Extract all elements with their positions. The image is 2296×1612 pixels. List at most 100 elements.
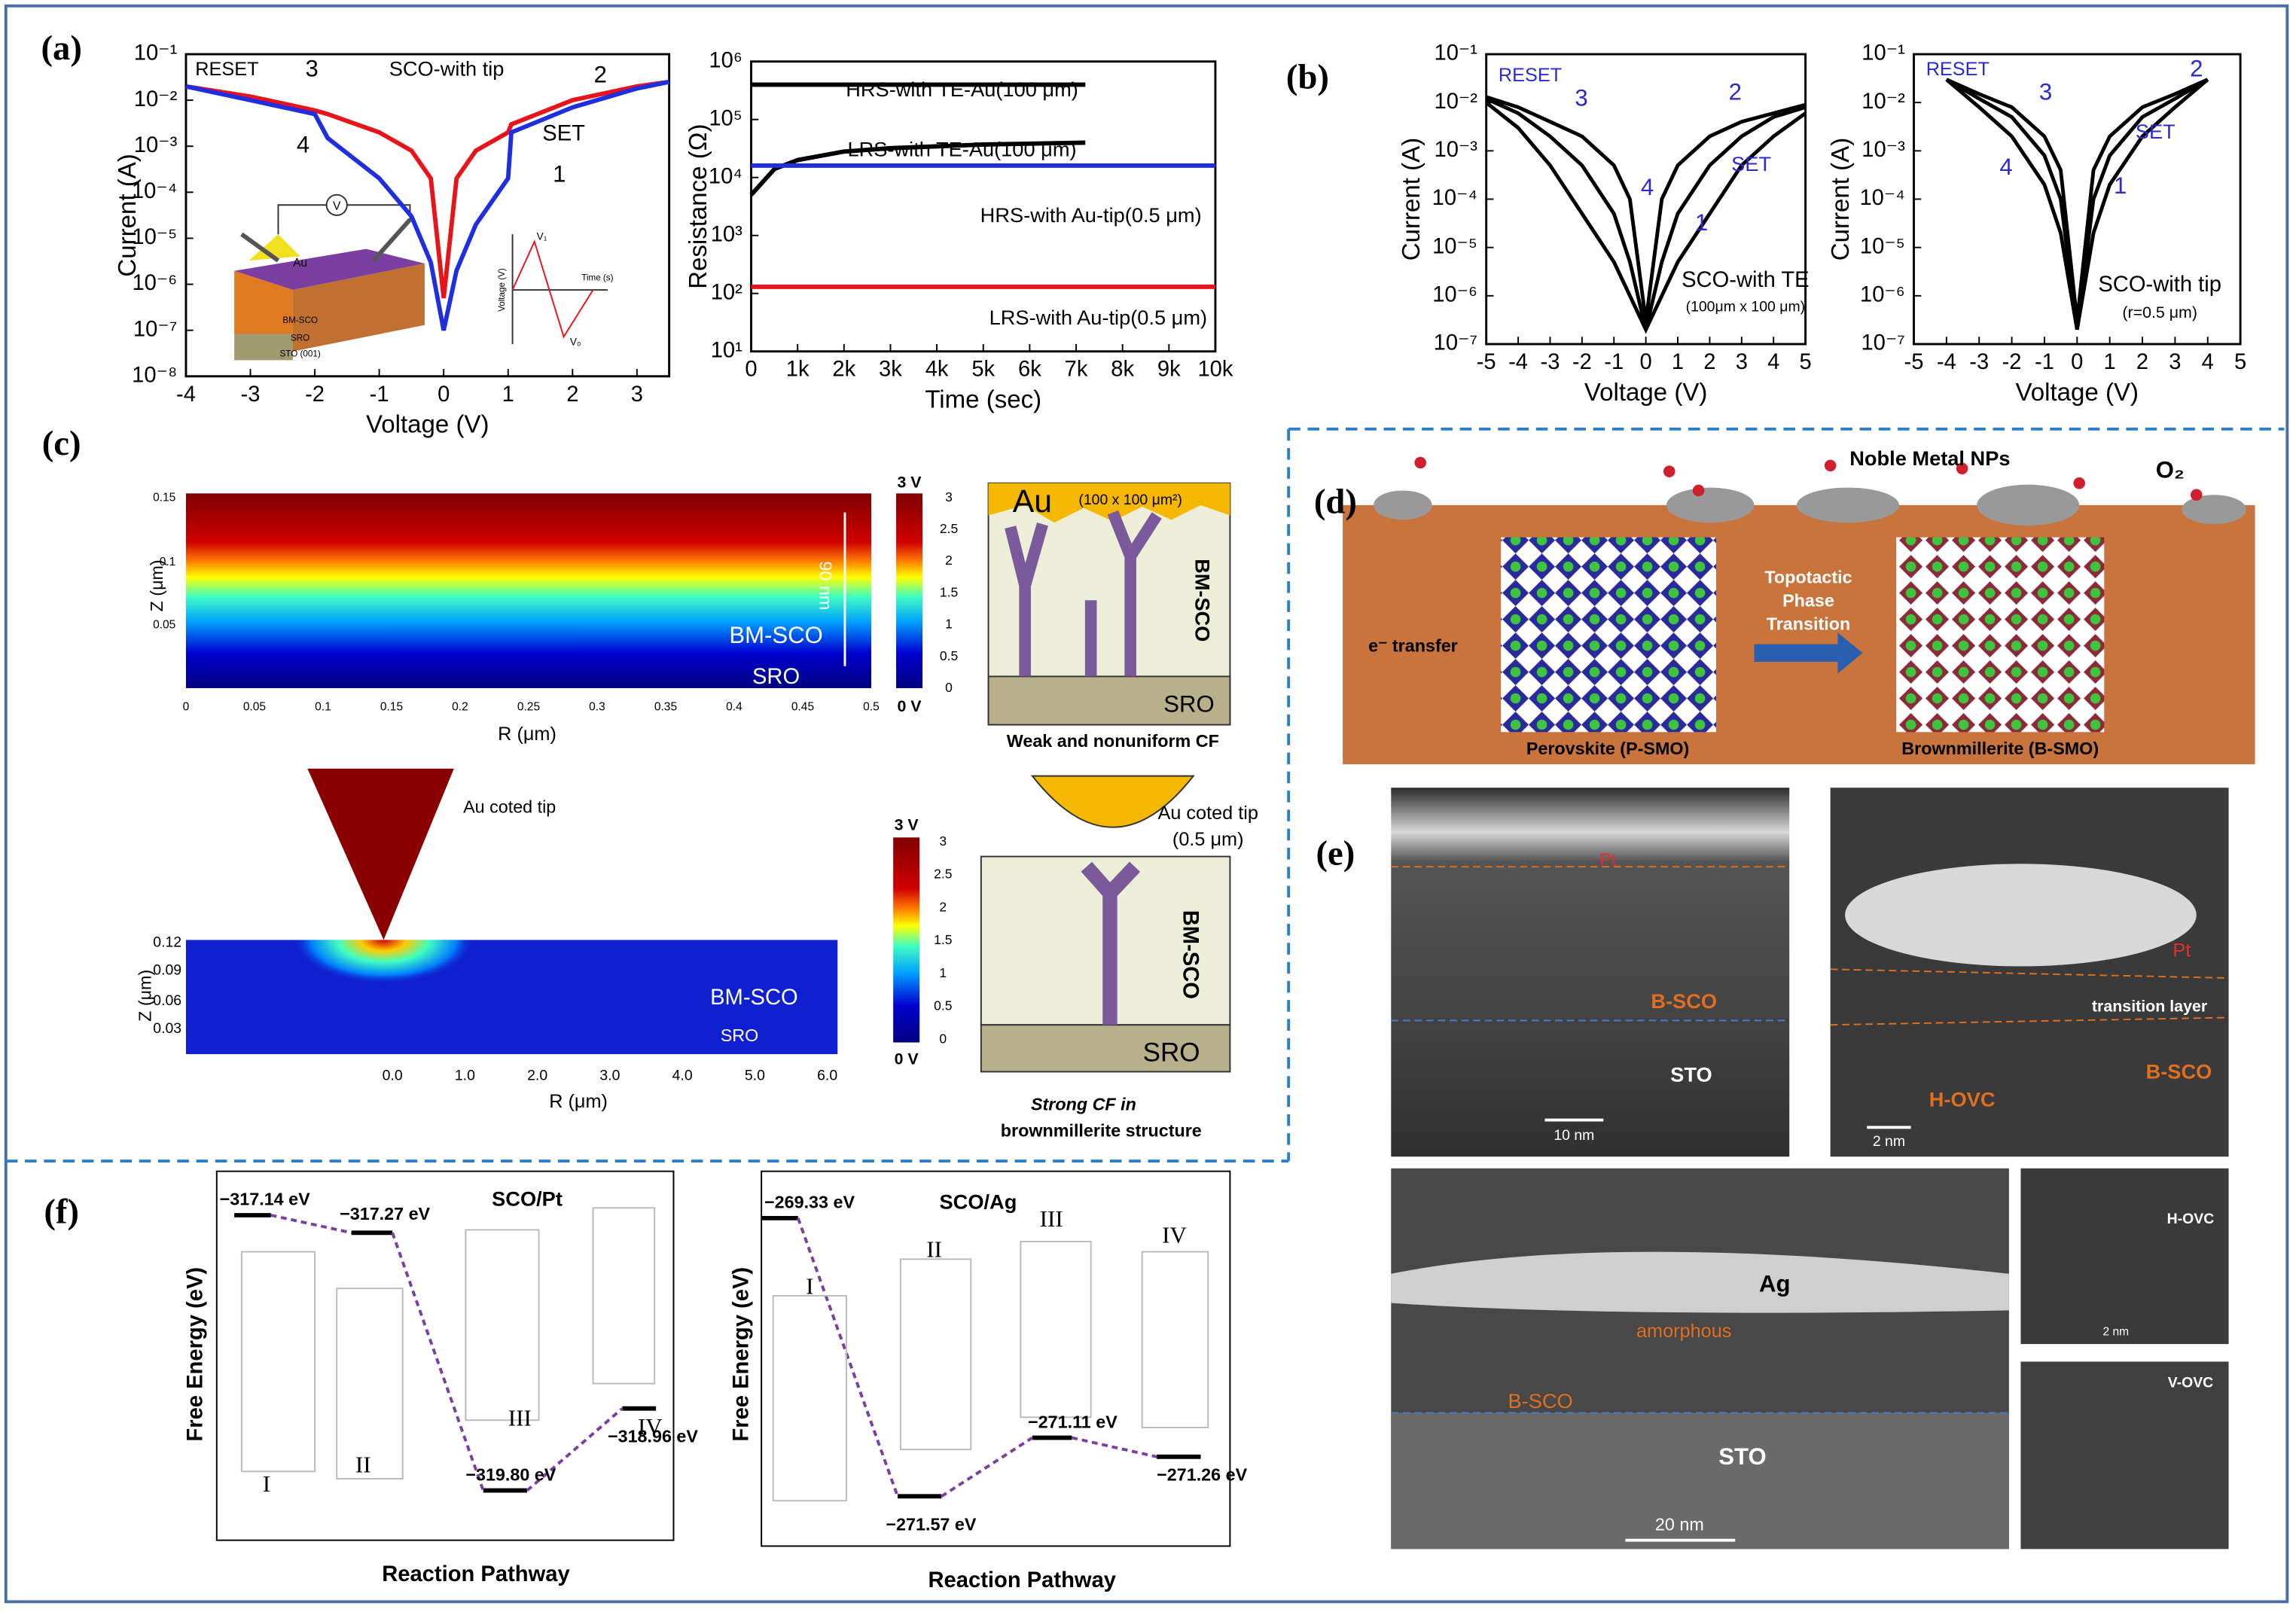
data-line [185, 79, 670, 331]
annotation: 1 [1695, 209, 1708, 236]
panel-c-text: 2.5 [934, 867, 952, 882]
panel-e-text: STO [1670, 1062, 1712, 1086]
panel-c-text: 0.09 [153, 961, 181, 978]
panel-e-text: 2 nm [1873, 1133, 1905, 1150]
annotation: 3 [306, 56, 319, 82]
x-tick-label: -3 [1540, 350, 1560, 374]
panel-c-text: 2.5 [940, 521, 958, 536]
annotation: SET [2136, 120, 2176, 143]
panel-c-text: 0.45 [791, 700, 814, 713]
panel-f-text: Reaction Pathway [928, 1568, 1117, 1592]
panel-label: (a) [41, 29, 81, 68]
y-tick-label: 10⁻³ [1434, 138, 1477, 162]
panel-d-text: Brownmillerite (B-SMO) [1901, 739, 2099, 758]
annotation: V₀ [570, 337, 581, 348]
y-tick-label: 10⁻² [1861, 90, 1905, 114]
annotation: (100μm x 100 μm) [1686, 299, 1806, 315]
x-tick-label: 3 [1736, 350, 1748, 374]
x-tick-label: 8k [1111, 358, 1134, 382]
panel-e-text: B-SCO [1651, 989, 1717, 1013]
x-tick-label: 4 [1767, 350, 1779, 374]
y-tick-label: 10³ [711, 222, 742, 246]
panel-c-text: 1.5 [940, 584, 958, 599]
panel-f-text: −271.11 eV [1028, 1412, 1118, 1431]
panel-c-text: 1 [945, 617, 953, 632]
panel-c-text: 0 [945, 680, 953, 695]
x-axis-label: Voltage (V) [1584, 379, 1708, 407]
panel-c-text: 6.0 [817, 1067, 837, 1083]
panel-c-text: Au [1013, 483, 1052, 520]
annotation: Au [293, 257, 307, 270]
panel-c-text: 0.12 [153, 934, 181, 950]
annotation: 4 [1641, 174, 1654, 200]
panel-e-text: Pt [2173, 940, 2191, 961]
annotation: SET [542, 122, 585, 146]
x-tick-label: 0 [2071, 350, 2083, 374]
panel-f-text: SCO/Ag [940, 1190, 1017, 1214]
panel-c-text: Z (μm) [136, 970, 155, 1022]
panel-f-text: Free Energy (eV) [730, 1267, 754, 1442]
frame [4, 4, 2289, 1604]
panel-d-text: O₂ [2156, 456, 2185, 483]
panel-e-text: Ag [1759, 1271, 1790, 1297]
x-tick-label: -1 [2035, 350, 2054, 374]
annotation: SRO [291, 333, 309, 343]
annotation: Voltage (V) [497, 268, 507, 312]
x-tick-label: 1 [1672, 350, 1684, 374]
panel-c-text: 0 [183, 700, 190, 713]
y-tick-label: 10⁻² [134, 87, 178, 111]
panel-c-text: 0.1 [315, 700, 331, 713]
x-tick-label: 3k [879, 358, 902, 382]
data-line [1485, 101, 1807, 334]
data-line [1945, 78, 2209, 321]
panel-e-text: 2 nm [2103, 1326, 2130, 1339]
panel-c-text: (0.5 μm) [1172, 829, 1244, 850]
x-tick-label: -2 [1572, 350, 1592, 374]
panel-c-text: BM-SCO [1178, 910, 1202, 999]
y-tick-label: 10⁻¹ [134, 41, 178, 66]
x-tick-label: 0 [438, 382, 450, 407]
panel-c-text: 4.0 [672, 1067, 693, 1083]
panel-e-text: STO [1718, 1443, 1766, 1470]
panel-c-text: 1.5 [934, 932, 952, 947]
panel-c-text: 3 [939, 833, 947, 849]
x-tick-label: 1k [786, 358, 810, 382]
panel-e-text: B-SCO [2146, 1060, 2212, 1083]
panel-e-text: 10 nm [1554, 1127, 1594, 1144]
annotation: 1 [2114, 172, 2127, 199]
panel-c-text: 90 nm [816, 561, 836, 610]
panel-c-text: 0 [939, 1031, 947, 1046]
x-tick-label: 4k [925, 358, 949, 382]
y-axis-label: Resistance (Ω) [685, 124, 712, 289]
plot-frame [1913, 53, 2242, 346]
panel-e-text: H-OVC [1929, 1088, 1996, 1111]
panel-e-text: Pt [1599, 850, 1617, 870]
panel-f-text: −317.14 eV [220, 1190, 310, 1209]
annotation: STO (001) [280, 349, 321, 359]
panel-f-text: IV [638, 1413, 663, 1440]
panel-c-text: 0.4 [726, 700, 742, 713]
x-axis-label: Time (sec) [925, 386, 1041, 414]
panel-c-text: BM-SCO [710, 986, 798, 1010]
panel-c-text: 2 [939, 899, 947, 914]
y-tick-label: 10¹ [711, 338, 742, 362]
annotation: SET [1731, 152, 1771, 175]
panel-d-text: Perovskite (P-SMO) [1526, 739, 1689, 758]
x-tick-label: 3 [2169, 350, 2181, 374]
y-axis-label: Current (A) [114, 154, 142, 276]
annotation: (r=0.5 μm) [2122, 303, 2197, 321]
x-tick-label: 5k [971, 358, 995, 382]
y-tick-label: 10⁻⁴ [1859, 186, 1904, 210]
panel-c-text: 0.05 [153, 618, 175, 631]
x-tick-label: -3 [241, 382, 261, 407]
panel-f-text: Free Energy (eV) [183, 1267, 207, 1442]
annotation: SCO-with tip [389, 57, 505, 81]
panel-c-text: 0.03 [153, 1020, 181, 1037]
annotation: SCO-with TE [1682, 268, 1810, 292]
panel-c-text: Au coted tip [463, 797, 556, 817]
x-tick-label: -1 [370, 382, 389, 407]
x-tick-label: 4 [2202, 350, 2214, 374]
series-label: HRS-with Au-tip(0.5 μm) [980, 203, 1202, 227]
y-tick-label: 10⁻⁶ [1432, 283, 1477, 307]
